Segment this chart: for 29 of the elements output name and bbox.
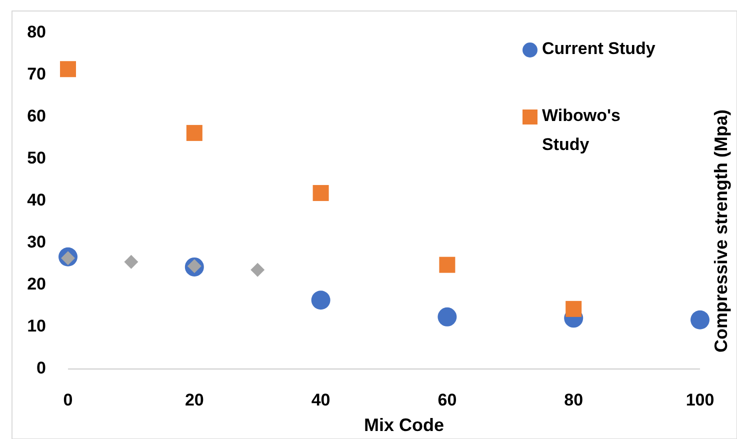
point xyxy=(438,307,457,326)
point xyxy=(186,124,202,141)
y-tick-label: 30 xyxy=(27,232,46,252)
x-tick-label: 100 xyxy=(686,390,714,410)
y-tick-label: 50 xyxy=(27,148,46,168)
y-tick-label: 60 xyxy=(27,106,46,126)
point xyxy=(439,256,456,273)
legend-label: Current Study xyxy=(542,39,656,58)
x-tick-label: 20 xyxy=(184,390,204,410)
x-tick-label: 40 xyxy=(311,390,330,410)
point xyxy=(124,254,138,269)
point xyxy=(60,61,76,78)
y-axis-title: Compressive strength (Mpa) xyxy=(711,109,731,353)
x-tick-label: 80 xyxy=(564,390,584,410)
point xyxy=(250,262,265,277)
y-tick-label: 20 xyxy=(27,274,46,294)
y-tick-label: 80 xyxy=(27,22,46,42)
legend-label: Wibowo's Study xyxy=(542,106,620,154)
point xyxy=(566,300,582,317)
y-tick-label: 10 xyxy=(27,316,46,336)
point xyxy=(690,310,710,330)
y-tick-label: 0 xyxy=(36,358,46,378)
y-tick-label: 70 xyxy=(27,64,46,84)
point xyxy=(311,290,330,310)
x-tick-label: 0 xyxy=(63,390,73,410)
y-tick-label: 40 xyxy=(27,190,46,210)
x-axis-title: Mix Code xyxy=(364,415,444,435)
x-tick-label: 60 xyxy=(438,390,457,410)
point xyxy=(312,185,329,202)
